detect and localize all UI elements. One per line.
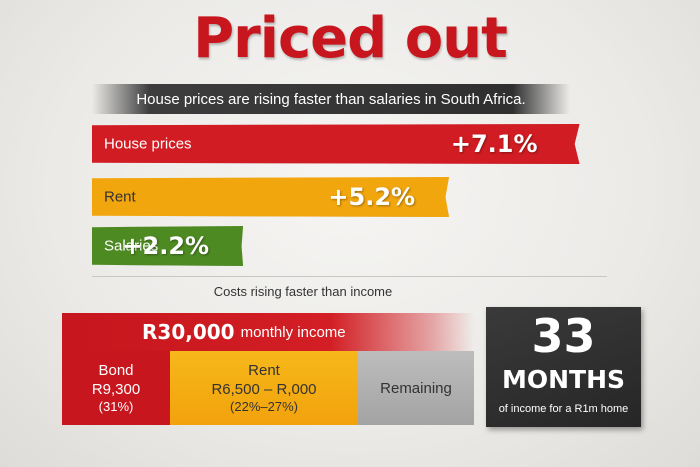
bar-salaries: Salaries +2.2% <box>92 226 244 266</box>
rent-segment: Rent R6,500 – R,000 (22%–27%) <box>170 351 358 425</box>
bar-value-house-prices: +7.1% <box>450 130 538 158</box>
chart-caption: Costs rising faster than income <box>213 284 393 299</box>
bar-value-salaries: +2.2% <box>122 232 210 260</box>
remaining-name: Remaining <box>380 379 452 397</box>
months-stat-card: 33 MONTHS of income for a R1m home <box>486 307 641 427</box>
bar-value-rent: +5.2% <box>328 183 416 211</box>
bond-share: (31%) <box>98 399 134 414</box>
rent-name: Rent <box>248 362 280 379</box>
bond-name: Bond <box>98 362 134 379</box>
bar-label-rent: Rent <box>104 188 136 206</box>
bond-amount: R9,300 <box>91 381 141 398</box>
rent-amount: R6,500 – R,000 <box>211 381 317 398</box>
income-header: R30,000 monthly income <box>62 313 474 351</box>
divider <box>92 276 607 277</box>
bond-segment: Bond R9,300 (31%) <box>62 351 170 425</box>
bar-label-salaries: Salaries <box>104 237 159 255</box>
stat-number: 33 <box>531 309 596 363</box>
stat-description: of income for a R1m home <box>498 403 629 415</box>
subtitle-band: House prices are rising faster than sala… <box>92 84 570 114</box>
bar-house-prices: House prices +7.1% <box>92 124 580 164</box>
remaining-segment: Remaining <box>358 351 474 425</box>
income-label: monthly income <box>240 323 346 341</box>
bar-label-house-prices: House prices <box>104 135 192 153</box>
income-amount: R30,000 <box>142 320 235 344</box>
rent-share: (22%–27%) <box>230 399 298 414</box>
page-title: Priced out <box>193 6 508 71</box>
bar-rent: Rent +5.2% <box>92 177 450 217</box>
stat-unit: MONTHS <box>501 365 626 394</box>
subtitle: House prices are rising faster than sala… <box>136 90 526 108</box>
